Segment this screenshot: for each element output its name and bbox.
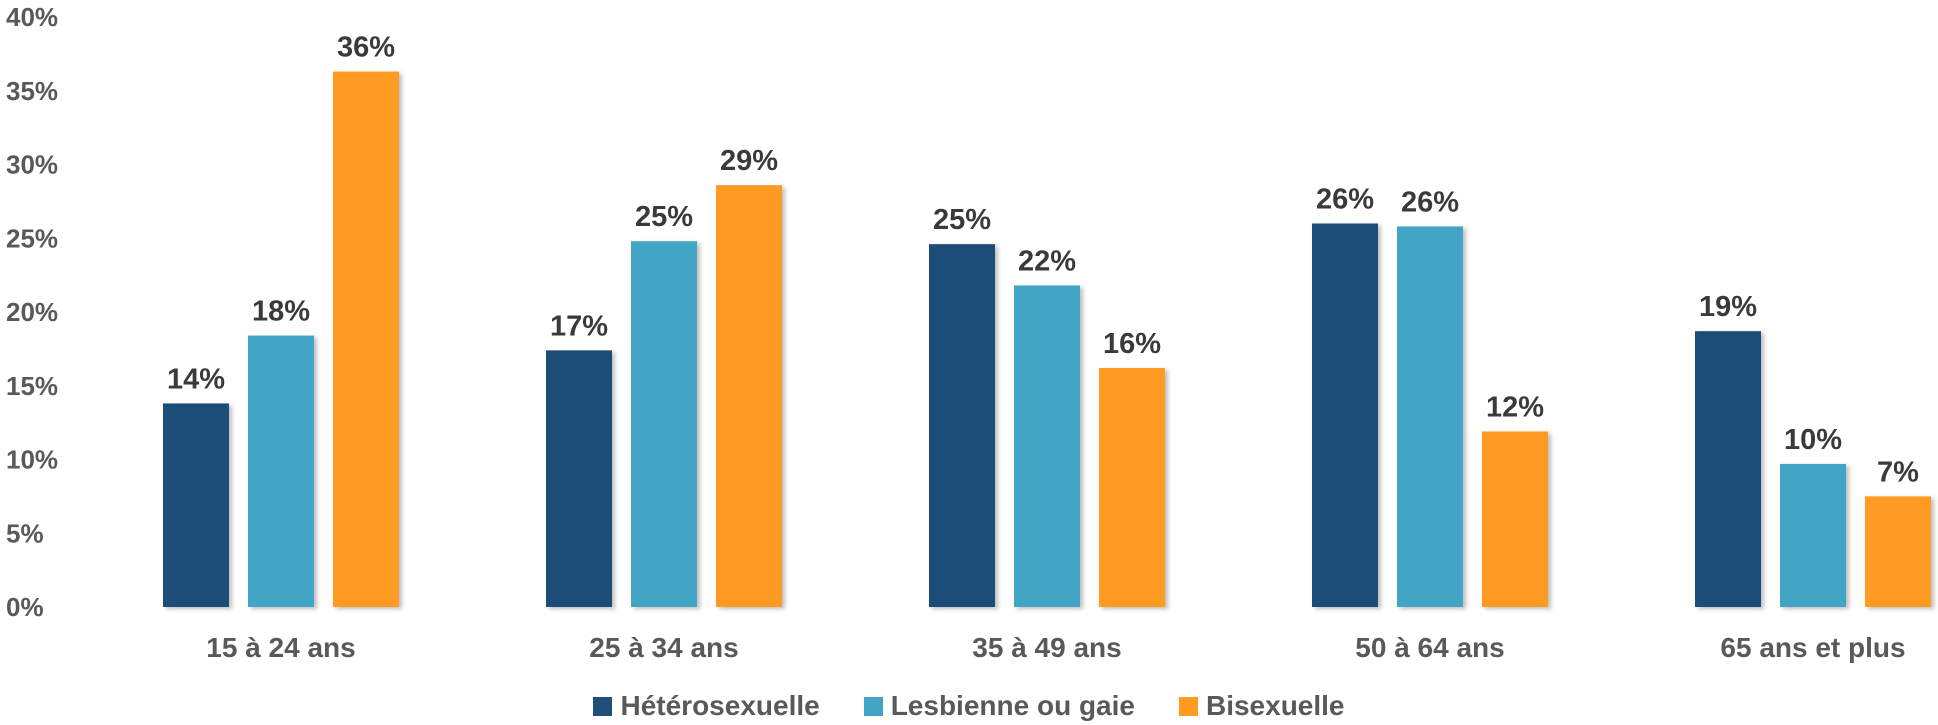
legend-item-heterosexuelle: Hétérosexuelle [593, 690, 820, 722]
bar-bisexuelle-0 [333, 71, 399, 607]
bars [163, 71, 1931, 607]
data-label: 36% [337, 32, 395, 64]
data-label: 10% [1784, 424, 1842, 456]
data-label: 25% [635, 201, 693, 233]
bar-h-t-rosexuelle-4 [1695, 331, 1761, 607]
data-label: 7% [1877, 456, 1919, 488]
data-label: 18% [252, 296, 310, 328]
x-category-label: 25 à 34 ans [589, 632, 738, 663]
bar-lesbienne-ou-gaie-3 [1397, 226, 1463, 607]
data-label: 26% [1401, 186, 1459, 218]
data-label: 26% [1316, 184, 1374, 216]
y-tick-label: 0% [6, 592, 44, 622]
y-tick-label: 20% [6, 297, 58, 327]
bar-bisexuelle-3 [1482, 431, 1548, 607]
bar-bisexuelle-2 [1099, 368, 1165, 607]
y-tick-label: 35% [6, 76, 58, 106]
x-category-label: 35 à 49 ans [972, 632, 1121, 663]
bar-bisexuelle-4 [1865, 496, 1931, 607]
legend-label: Lesbienne ou gaie [890, 690, 1135, 721]
bar-h-t-rosexuelle-1 [546, 350, 612, 607]
bar-lesbienne-ou-gaie-4 [1780, 463, 1846, 607]
bar-lesbienne-ou-gaie-0 [248, 335, 314, 607]
x-axis: 15 à 24 ans 25 à 34 ans 35 à 49 ans 50 à 64… [206, 632, 1905, 663]
bar-lesbienne-ou-gaie-2 [1014, 285, 1080, 607]
legend-swatch [863, 696, 883, 716]
legend-swatch [1178, 696, 1198, 716]
x-category-label: 65 ans et plus [1720, 632, 1905, 663]
data-labels: 14% 18% 36% 17% 25% 29% 25% 22% 16% 26% 26% 12% 19% 1… [167, 32, 1919, 489]
legend-label: Bisexuelle [1205, 690, 1345, 721]
y-tick-label: 10% [6, 445, 58, 475]
data-label: 22% [1018, 245, 1076, 277]
data-label: 16% [1103, 328, 1161, 360]
y-tick-label: 5% [6, 518, 44, 548]
x-category-label: 15 à 24 ans [206, 632, 355, 663]
legend-item-lesbienne-ou-gaie: Lesbienne ou gaie [863, 690, 1135, 722]
data-label: 19% [1699, 291, 1757, 323]
bar-lesbienne-ou-gaie-1 [631, 241, 697, 607]
legend-swatch [593, 696, 613, 716]
legend-item-bisexuelle: Bisexuelle [1178, 690, 1345, 722]
data-label: 29% [720, 145, 778, 177]
data-label: 14% [167, 363, 225, 395]
y-tick-label: 25% [6, 223, 58, 253]
legend-label: Hétérosexuelle [620, 690, 820, 721]
bar-h-t-rosexuelle-0 [163, 403, 229, 607]
legend: Hétérosexuelle Lesbienne ou gaie Bisexue… [0, 690, 1938, 722]
data-label: 12% [1486, 391, 1544, 423]
bar-bisexuelle-1 [716, 185, 782, 607]
bar-h-t-rosexuelle-3 [1312, 223, 1378, 607]
bar-h-t-rosexuelle-2 [929, 244, 995, 607]
x-category-label: 50 à 64 ans [1355, 632, 1504, 663]
y-tick-label: 15% [6, 371, 58, 401]
data-label: 25% [933, 204, 991, 236]
data-label: 17% [550, 310, 608, 342]
bar-chart: 0% 5% 10% 15% 20% 25% 30% 35% 40% 14% 18% 36% 17% 25… [6, 2, 1931, 663]
y-tick-label: 40% [6, 2, 58, 32]
y-tick-label: 30% [6, 150, 58, 180]
y-axis: 0% 5% 10% 15% 20% 25% 30% 35% 40% [6, 2, 58, 622]
